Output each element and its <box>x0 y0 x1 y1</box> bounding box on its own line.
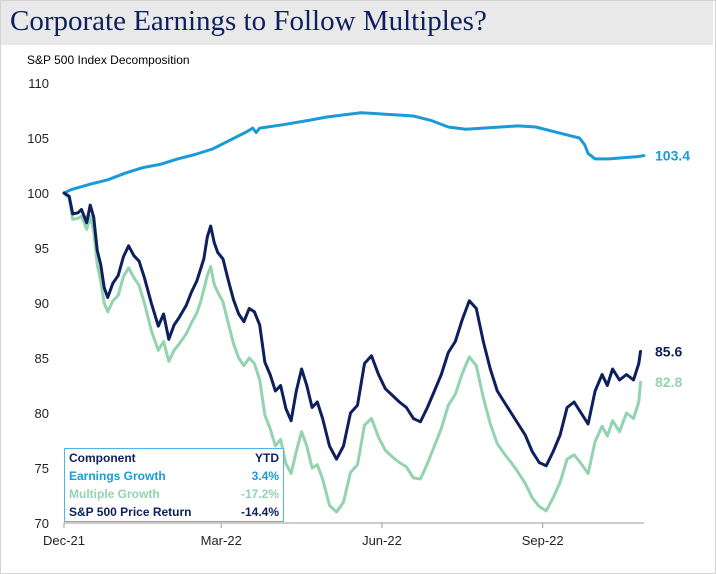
x-tick-label: Sep-22 <box>522 533 564 548</box>
ytd-row-multiple: Multiple Growth -17.2% <box>65 485 284 503</box>
series-lines <box>62 111 646 514</box>
chart-title: Corporate Earnings to Follow Multiples? <box>10 5 487 37</box>
title-bar: Corporate Earnings to Follow Multiples? <box>1 1 713 45</box>
x-axis: Dec-21 Mar-22 Jun-22 Sep-22 <box>43 522 644 548</box>
end-labels: 103.4 82.8 85.6 <box>655 148 690 391</box>
ytd-header-ytd: YTD <box>255 451 279 465</box>
series-line-multiple <box>62 191 642 514</box>
ytd-row-label: Multiple Growth <box>69 487 160 501</box>
ytd-row-price: S&P 500 Price Return -14.4% <box>65 503 284 522</box>
x-tick-label: Mar-22 <box>201 533 242 548</box>
y-tick-label: 85 <box>35 351 49 366</box>
ytd-header-component: Component <box>69 451 136 465</box>
chart-subtitle: S&P 500 Index Decomposition <box>27 53 190 67</box>
series-line-price <box>62 191 642 468</box>
ytd-table: Component YTD Earnings Growth 3.4% Multi… <box>64 448 284 522</box>
y-tick-label: 75 <box>35 461 49 476</box>
ytd-row-value: -17.2% <box>240 487 279 501</box>
y-axis: 70 75 80 85 90 95 100 105 110 <box>27 76 49 531</box>
y-tick-label: 95 <box>35 241 49 256</box>
end-label-price: 85.6 <box>655 343 682 359</box>
end-label-multiple: 82.8 <box>655 374 682 390</box>
y-tick-label: 70 <box>35 516 49 531</box>
y-tick-label: 100 <box>27 186 49 201</box>
y-tick-label: 90 <box>35 296 49 311</box>
x-tick-label: Dec-21 <box>43 533 85 548</box>
ytd-table-header: Component YTD <box>65 449 284 468</box>
y-tick-label: 110 <box>28 76 49 91</box>
ytd-row-value: 3.4% <box>251 469 279 483</box>
ytd-row-label: Earnings Growth <box>69 469 166 483</box>
end-label-earnings: 103.4 <box>655 148 690 164</box>
y-tick-label: 105 <box>27 131 49 146</box>
y-tick-label: 80 <box>35 406 49 421</box>
series-line-earnings <box>62 111 646 195</box>
x-tick-label: Jun-22 <box>362 533 402 548</box>
ytd-row-label: S&P 500 Price Return <box>69 505 192 519</box>
ytd-row-earnings: Earnings Growth 3.4% <box>65 467 284 485</box>
ytd-row-value: -14.4% <box>240 505 279 519</box>
